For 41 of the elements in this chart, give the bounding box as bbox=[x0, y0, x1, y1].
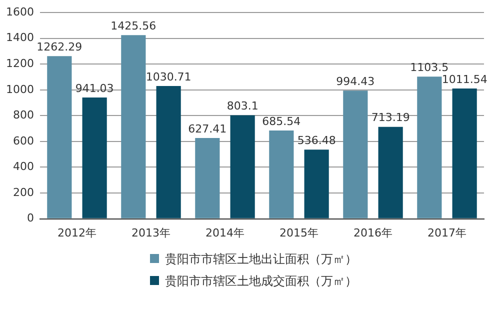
data-label: 941.03 bbox=[75, 82, 114, 95]
y-tick-label: 600 bbox=[12, 134, 34, 148]
x-tick-label: 2016年 bbox=[354, 226, 392, 240]
legend-label: 贵阳市市辖区土地出让面积（万㎡） bbox=[165, 252, 357, 266]
bar bbox=[452, 88, 477, 218]
bar bbox=[230, 115, 255, 218]
x-tick-label: 2014年 bbox=[205, 226, 244, 240]
y-tick-label: 0 bbox=[26, 212, 34, 225]
data-label: 627.41 bbox=[188, 122, 227, 136]
x-tick-label: 2012年 bbox=[57, 226, 96, 240]
bar bbox=[343, 90, 368, 218]
data-label: 713.19 bbox=[371, 111, 410, 124]
x-tick-label: 2015年 bbox=[280, 226, 318, 240]
y-tick-label: 200 bbox=[12, 186, 34, 199]
data-label: 1262.29 bbox=[36, 40, 82, 54]
bar bbox=[417, 76, 442, 218]
data-label: 536.48 bbox=[297, 134, 336, 148]
y-tick-label: 1600 bbox=[6, 5, 34, 18]
x-tick-label: 2017年 bbox=[428, 226, 466, 240]
bar bbox=[269, 130, 294, 218]
data-label: 803.1 bbox=[226, 100, 258, 113]
bar bbox=[47, 56, 72, 218]
bar bbox=[304, 150, 329, 218]
bar bbox=[195, 138, 220, 218]
bar bbox=[378, 126, 403, 218]
data-label: 1030.71 bbox=[146, 70, 192, 84]
y-tick-label: 1000 bbox=[6, 82, 34, 96]
data-label: 1425.56 bbox=[110, 19, 156, 32]
data-label: 1103.5 bbox=[410, 60, 449, 74]
y-tick-label: 400 bbox=[12, 160, 34, 174]
y-tick-label: 1200 bbox=[6, 57, 34, 70]
data-label: 1011.54 bbox=[442, 72, 488, 86]
bar bbox=[121, 35, 146, 218]
data-label: 685.54 bbox=[262, 114, 301, 128]
legend-label: 贵阳市市辖区土地成交面积（万㎡） bbox=[165, 274, 357, 288]
y-tick-label: 800 bbox=[12, 108, 34, 122]
bar bbox=[156, 86, 181, 218]
y-tick-label: 1400 bbox=[6, 31, 34, 44]
x-tick-label: 2013年 bbox=[131, 226, 170, 240]
data-label: 994.43 bbox=[336, 75, 375, 88]
bar bbox=[82, 98, 107, 218]
